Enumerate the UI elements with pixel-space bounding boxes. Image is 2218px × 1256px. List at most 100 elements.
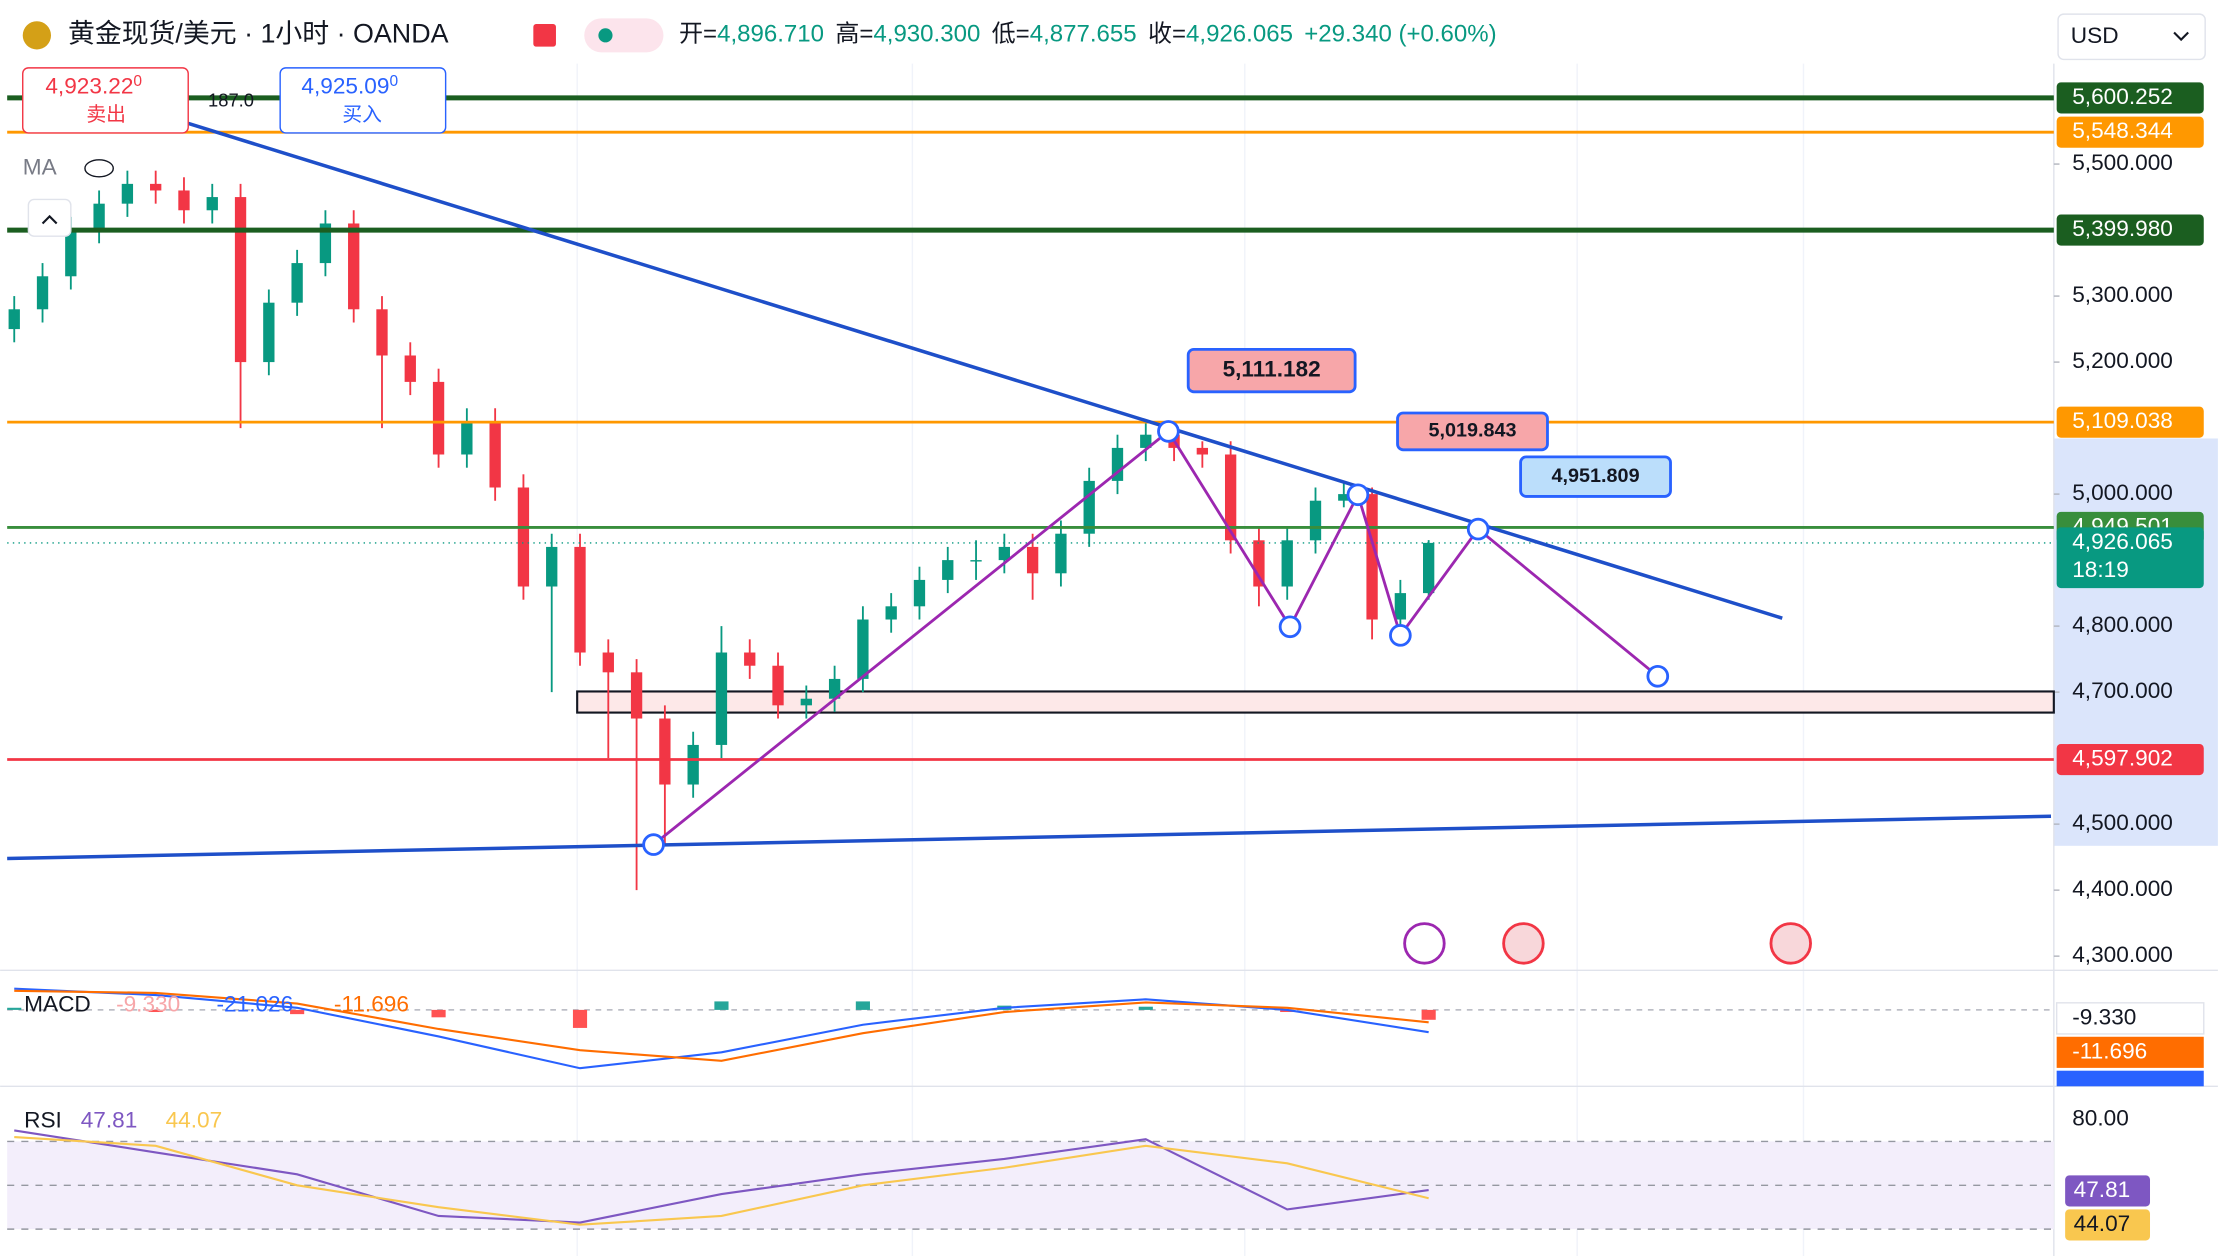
currency-select[interactable] bbox=[2057, 13, 2206, 61]
candle-body bbox=[517, 487, 530, 587]
rsi-axis-ma: 44.07 bbox=[2074, 1211, 2131, 1236]
trend-line bbox=[141, 107, 1783, 620]
path-point bbox=[1278, 615, 1302, 639]
grid bbox=[576, 63, 1805, 1256]
rsi-line bbox=[14, 1129, 1429, 1224]
y-tick-label: 4,500.000 bbox=[2072, 810, 2173, 835]
candle-body bbox=[36, 276, 49, 310]
dropdown-arrow bbox=[2173, 31, 2189, 42]
candle-body bbox=[1111, 447, 1124, 481]
candle-body bbox=[857, 619, 869, 679]
sell-label: 卖出 bbox=[86, 104, 126, 126]
candle-body bbox=[1055, 533, 1067, 574]
y-tick-label: 5,500.000 bbox=[2072, 150, 2173, 175]
rsi-axis-value: 47.81 bbox=[2074, 1177, 2131, 1202]
buy-price: 4,925.090 bbox=[301, 73, 398, 99]
ohlc-value: 4,877.655 bbox=[1030, 21, 1137, 48]
path-point bbox=[1646, 664, 1670, 688]
candle-body bbox=[93, 203, 105, 231]
macd-histogram bbox=[714, 1001, 729, 1010]
level-label-bg bbox=[2056, 116, 2204, 148]
candle-body bbox=[828, 678, 841, 699]
y-tick-label: 4,400.000 bbox=[2072, 876, 2173, 901]
us-event-icon[interactable] bbox=[1769, 922, 1812, 965]
level-label: 4,597.902 bbox=[2072, 745, 2173, 770]
y-tick-label: 5,300.000 bbox=[2072, 282, 2173, 307]
countdown: 18:19 bbox=[2072, 557, 2129, 582]
path-point bbox=[1466, 517, 1490, 541]
candle-body bbox=[1253, 540, 1265, 587]
candle-body bbox=[772, 665, 784, 706]
path-point bbox=[642, 833, 665, 856]
candle-body bbox=[178, 190, 190, 211]
ohlc-key: 低= bbox=[992, 21, 1030, 48]
candle-body bbox=[263, 302, 275, 363]
macd-histogram bbox=[290, 1009, 305, 1015]
macd-signal-value: -11.696 bbox=[334, 992, 409, 1017]
candle-body bbox=[1026, 546, 1039, 574]
rsi-line bbox=[14, 1135, 1429, 1226]
buy-pip: 0 bbox=[389, 73, 398, 90]
macd-histogram bbox=[1138, 1006, 1153, 1010]
macd-histogram bbox=[7, 1007, 22, 1010]
zone bbox=[576, 690, 2055, 714]
path-point bbox=[1157, 420, 1180, 443]
callout-label: 5,019.843 bbox=[1428, 420, 1516, 442]
trend-line bbox=[7, 814, 2052, 861]
rsi-name: RSI bbox=[24, 1108, 62, 1133]
candle-body bbox=[885, 606, 897, 620]
candle-body bbox=[1309, 500, 1322, 541]
macd-histogram bbox=[431, 1009, 446, 1018]
event-icon[interactable] bbox=[1403, 922, 1446, 965]
candle-body bbox=[687, 744, 699, 785]
macd-hist-value: -9.330 bbox=[116, 992, 180, 1017]
rsi-ma-value: 44.07 bbox=[166, 1108, 223, 1133]
y-tick-label: 4,700.000 bbox=[2072, 678, 2173, 703]
level-label-bg bbox=[2056, 82, 2204, 114]
candle-body bbox=[65, 230, 77, 277]
spread: 187.0 bbox=[208, 90, 254, 111]
buy-button[interactable] bbox=[279, 67, 447, 134]
candle-body bbox=[1423, 542, 1435, 594]
visibility-toggle[interactable] bbox=[84, 159, 114, 178]
status-pill bbox=[584, 18, 664, 53]
sell-button[interactable] bbox=[22, 67, 189, 134]
candle-body bbox=[432, 381, 445, 455]
rsi-pane: 80.00 RSI 47.81 44.07 47.81 44.07 bbox=[7, 1105, 2151, 1241]
candle-body bbox=[602, 652, 614, 673]
path-point bbox=[1346, 483, 1370, 507]
candle-body bbox=[715, 652, 728, 745]
ohlc-key: 开= bbox=[679, 21, 717, 48]
buy-price-main: 4,925.09 bbox=[301, 74, 389, 99]
candle-body bbox=[630, 672, 643, 719]
macd-line bbox=[14, 987, 1429, 1070]
status-dot bbox=[598, 28, 613, 43]
rsi-tick-label: 80.00 bbox=[2072, 1105, 2129, 1130]
ohlc-value: 4,926.065 bbox=[1186, 21, 1293, 48]
candle-body bbox=[1366, 494, 1378, 620]
macd-axis-hist: -9.330 bbox=[2072, 1004, 2136, 1029]
us-event-icon[interactable] bbox=[1502, 922, 1545, 965]
level-label-bg bbox=[2056, 743, 2204, 776]
candle-body bbox=[970, 560, 982, 562]
flag-icon[interactable] bbox=[533, 24, 556, 47]
level-label: 5,399.980 bbox=[2072, 216, 2173, 241]
macd-histogram bbox=[855, 1001, 870, 1010]
y-tick-label: 4,800.000 bbox=[2072, 612, 2173, 637]
callout-label: 4,951.809 bbox=[1552, 465, 1640, 487]
currency-label: USD bbox=[2071, 23, 2119, 48]
sell-price: 4,923.220 bbox=[45, 73, 142, 99]
callout-box bbox=[1396, 411, 1549, 452]
last-price-label: 4,926.065 bbox=[2072, 529, 2173, 554]
callout-box bbox=[1186, 347, 1357, 394]
candle-body bbox=[206, 197, 218, 211]
ohlc-value: 4,930.300 bbox=[873, 21, 980, 48]
candle-body bbox=[744, 652, 756, 666]
level-label: 5,600.252 bbox=[2072, 84, 2173, 109]
ma-legend: MA bbox=[23, 154, 58, 179]
sell-price-main: 4,923.22 bbox=[45, 74, 133, 99]
candle-body bbox=[8, 309, 20, 330]
